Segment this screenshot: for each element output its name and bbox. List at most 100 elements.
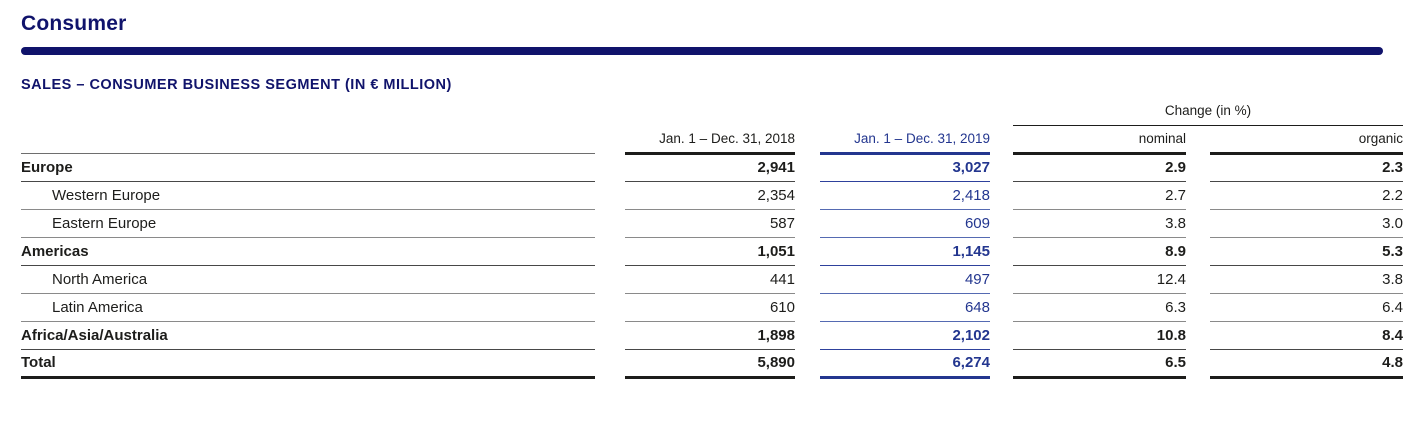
cell-change-nominal: 6.5	[1013, 349, 1186, 379]
column-gap	[990, 293, 1013, 321]
row-label: Total	[21, 349, 595, 379]
column-gap	[1186, 293, 1210, 321]
row-label: Europe	[21, 153, 595, 182]
group-header-row: Change (in %)	[21, 96, 1403, 126]
column-header-2019: Jan. 1 – Dec. 31, 2019	[820, 125, 990, 155]
cell-change-organic: 3.8	[1210, 265, 1403, 294]
cell-2019: 3,027	[820, 153, 990, 182]
column-gap	[1186, 237, 1210, 265]
cell-change-nominal: 6.3	[1013, 293, 1186, 322]
cell-2018: 1,898	[625, 321, 795, 350]
column-header-row: Jan. 1 – Dec. 31, 2018 Jan. 1 – Dec. 31,…	[21, 125, 1403, 155]
table-row: Eastern Europe 587 609 3.8 3.0	[21, 209, 1403, 238]
column-gap	[595, 349, 625, 377]
row-label: Western Europe	[21, 181, 595, 210]
cell-change-organic: 4.8	[1210, 349, 1403, 379]
cell-change-nominal: 2.7	[1013, 181, 1186, 210]
row-label: Eastern Europe	[21, 209, 595, 238]
cell-2018: 441	[625, 265, 795, 294]
column-gap	[595, 237, 625, 265]
cell-change-organic: 2.3	[1210, 153, 1403, 182]
table-row: Western Europe 2,354 2,418 2.7 2.2	[21, 181, 1403, 210]
column-gap	[1186, 153, 1210, 181]
cell-2018: 2,354	[625, 181, 795, 210]
section-title: SALES – CONSUMER BUSINESS SEGMENT (IN € …	[21, 77, 452, 93]
row-label: Americas	[21, 237, 595, 266]
column-gap	[795, 321, 820, 349]
table-body: Europe 2,941 3,027 2.9 2.3 Western Europe 2,35…	[21, 153, 1403, 379]
table-row: Africa/Asia/Australia 1,898 2,102 10.8 8.4	[21, 321, 1403, 350]
cell-2019: 609	[820, 209, 990, 238]
column-gap	[595, 153, 625, 181]
cell-2018: 2,941	[625, 153, 795, 182]
column-gap	[595, 265, 625, 293]
column-gap	[795, 265, 820, 293]
column-gap	[595, 125, 625, 153]
row-label: Africa/Asia/Australia	[21, 321, 595, 350]
column-header-nominal: nominal	[1013, 125, 1186, 155]
column-gap	[795, 181, 820, 209]
row-label: North America	[21, 265, 595, 294]
column-gap	[990, 153, 1013, 181]
table-row: Latin America 610 648 6.3 6.4	[21, 293, 1403, 322]
column-gap	[990, 265, 1013, 293]
row-label: Latin America	[21, 293, 595, 322]
cell-change-organic: 5.3	[1210, 237, 1403, 266]
table-row: North America 441 497 12.4 3.8	[21, 265, 1403, 294]
cell-2019: 2,102	[820, 321, 990, 350]
cell-change-nominal: 2.9	[1013, 153, 1186, 182]
cell-change-organic: 3.0	[1210, 209, 1403, 238]
table-row: Total 5,890 6,274 6.5 4.8	[21, 349, 1403, 379]
column-gap	[990, 209, 1013, 237]
table-row: Europe 2,941 3,027 2.9 2.3	[21, 153, 1403, 182]
cell-2019: 6,274	[820, 349, 990, 379]
column-gap	[990, 125, 1013, 153]
column-gap	[990, 349, 1013, 377]
cell-2018: 610	[625, 293, 795, 322]
sales-table: Change (in %) Jan. 1 – Dec. 31, 2018 Jan…	[21, 96, 1403, 379]
cell-2018: 587	[625, 209, 795, 238]
group-header-spacer	[21, 96, 1013, 125]
column-gap	[1186, 349, 1210, 377]
column-gap	[795, 153, 820, 181]
cell-change-organic: 2.2	[1210, 181, 1403, 210]
column-gap	[595, 293, 625, 321]
column-gap	[990, 181, 1013, 209]
cell-change-organic: 8.4	[1210, 321, 1403, 350]
column-header-2018: Jan. 1 – Dec. 31, 2018	[625, 125, 795, 155]
change-group-header: Change (in %)	[1013, 96, 1403, 126]
column-gap	[595, 209, 625, 237]
column-gap	[990, 321, 1013, 349]
column-gap	[1186, 321, 1210, 349]
column-gap	[1186, 209, 1210, 237]
cell-2019: 497	[820, 265, 990, 294]
column-gap	[1186, 265, 1210, 293]
cell-change-nominal: 10.8	[1013, 321, 1186, 350]
cell-2018: 5,890	[625, 349, 795, 379]
column-gap	[795, 237, 820, 265]
column-gap	[595, 181, 625, 209]
table-header: Change (in %) Jan. 1 – Dec. 31, 2018 Jan…	[21, 96, 1403, 155]
column-gap	[1186, 181, 1210, 209]
page-title: Consumer	[21, 12, 127, 35]
cell-2019: 1,145	[820, 237, 990, 266]
column-gap	[795, 125, 820, 153]
cell-2018: 1,051	[625, 237, 795, 266]
cell-2019: 648	[820, 293, 990, 322]
column-gap	[795, 349, 820, 377]
column-gap	[595, 321, 625, 349]
table-row: Americas 1,051 1,145 8.9 5.3	[21, 237, 1403, 266]
cell-change-nominal: 8.9	[1013, 237, 1186, 266]
column-gap	[795, 293, 820, 321]
column-gap	[795, 209, 820, 237]
cell-change-nominal: 12.4	[1013, 265, 1186, 294]
column-header-organic: organic	[1210, 125, 1403, 155]
cell-change-nominal: 3.8	[1013, 209, 1186, 238]
column-header-label	[21, 125, 595, 154]
cell-2019: 2,418	[820, 181, 990, 210]
cell-change-organic: 6.4	[1210, 293, 1403, 322]
column-gap	[1186, 125, 1210, 153]
title-divider-bar	[21, 47, 1383, 55]
column-gap	[990, 237, 1013, 265]
